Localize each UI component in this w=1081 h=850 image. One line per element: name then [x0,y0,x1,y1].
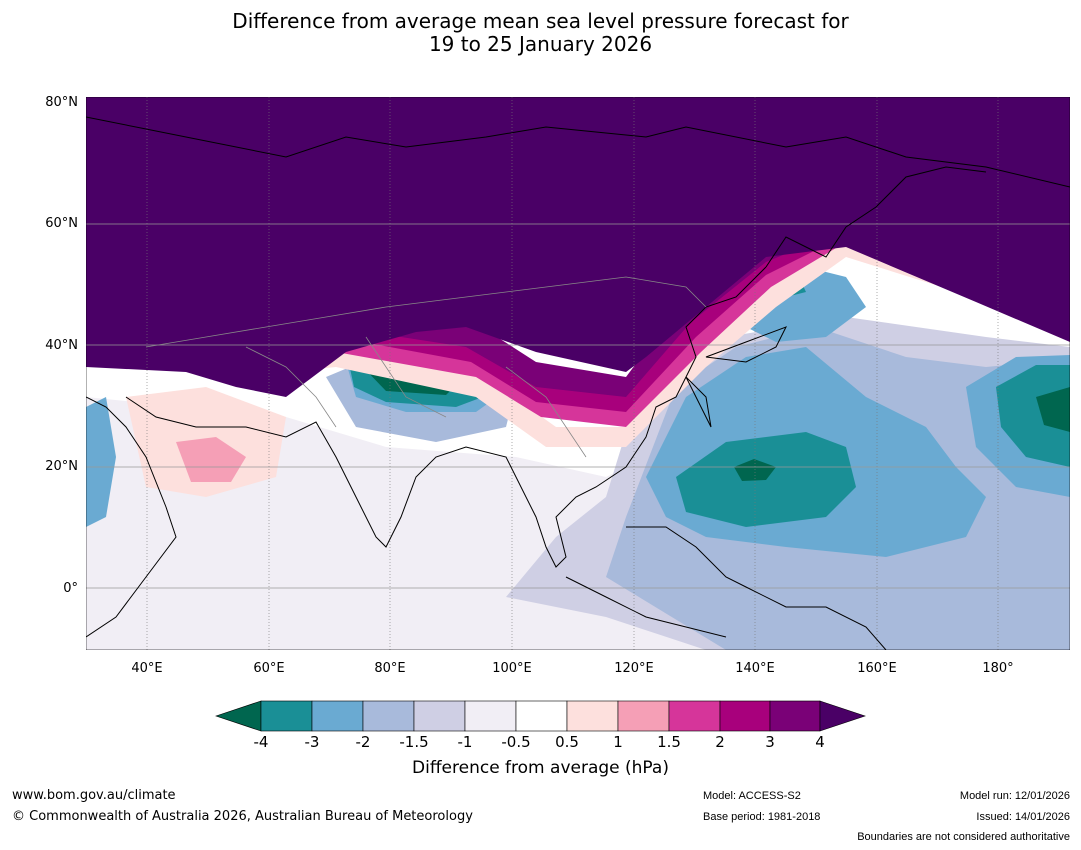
lon-label-180: 180° [982,661,1014,676]
footer-base-period: Base period: 1981-2018 [703,811,821,823]
colorbar-tick: -4 [253,733,269,751]
footer-model-run: Model run: 12/01/2026 [959,790,1070,802]
lon-label-120e: 120°E [614,661,654,676]
title-line-2: 19 to 25 January 2026 [428,32,653,56]
lon-label-60e: 60°E [253,661,285,676]
colorbar-label: Difference from average (hPa) [412,758,669,778]
colorbar-bin-2-3 [719,700,771,732]
map-title: Difference from average mean sea level p… [0,10,1081,56]
colorbar-tick: 2 [715,733,725,751]
anomaly-m3-west [86,397,116,527]
colorbar-bin-1-5-2 [668,700,721,732]
lat-label-60n: 60°N [45,216,78,231]
lon-label-100e: 100°E [492,661,532,676]
colorbar-min-extend [215,700,262,732]
colorbar-bin-m3-m2 [311,700,364,732]
footer-url[interactable]: www.bom.gov.au/climate [12,788,176,803]
colorbar-max-extend [819,700,866,732]
lat-label-40n: 40°N [45,338,78,353]
colorbar-tick: 0.5 [555,733,579,751]
colorbar-bin-3-4 [769,700,821,732]
lat-label-20n: 20°N [45,459,78,474]
colorbar-bin-m1-5-m1 [413,700,466,732]
anomaly-lt-m4-east [1036,387,1070,432]
anomaly-p1-arabia [176,437,246,482]
lon-label-160e: 160°E [857,661,897,676]
colorbar-bin-0-5-1 [566,700,619,732]
colorbar-bin-1-1-5 [617,700,670,732]
colorbar-bin-m1-m0-5 [464,700,517,732]
colorbar-tick: 1.5 [657,733,681,751]
colorbar-tick: 3 [765,733,775,751]
map-svg [85,96,1071,651]
latitude-lines [86,223,1070,589]
footer-copyright: © Commonwealth of Australia 2026, Austra… [12,809,473,824]
lon-label-40e: 40°E [131,661,163,676]
colorbar-tick: -2 [355,733,371,751]
colorbar-tick: 1 [613,733,623,751]
title-line-1: Difference from average mean sea level p… [232,9,849,33]
colorbar-tick: -0.5 [501,733,531,751]
colorbar-bin-m2-m1-5 [362,700,415,732]
colorbar-tick: 4 [815,733,825,751]
colorbar-tick: -1 [457,733,473,751]
lon-label-140e: 140°E [735,661,775,676]
footer-issued: Issued: 14/01/2026 [976,811,1070,823]
lon-label-80e: 80°E [374,661,406,676]
lat-label-80n: 80°N [45,95,78,110]
anomaly-m4-east [996,365,1070,467]
coastlines [86,116,1070,650]
colorbar-bin-m0-5-0-5 [515,700,568,732]
pressure-anomaly-map [85,96,1071,651]
colorbar-tick: -3 [304,733,320,751]
colorbar-bin-m4-m3 [260,700,313,732]
country-borders [145,276,707,458]
lat-label-0: 0° [63,581,78,596]
anomaly-gt4-siberia [86,97,1070,397]
footer-boundaries-note: Boundaries are not considered authoritat… [857,831,1070,843]
footer-model: Model: ACCESS-S2 [703,790,801,802]
colorbar-tick: -1.5 [399,733,429,751]
